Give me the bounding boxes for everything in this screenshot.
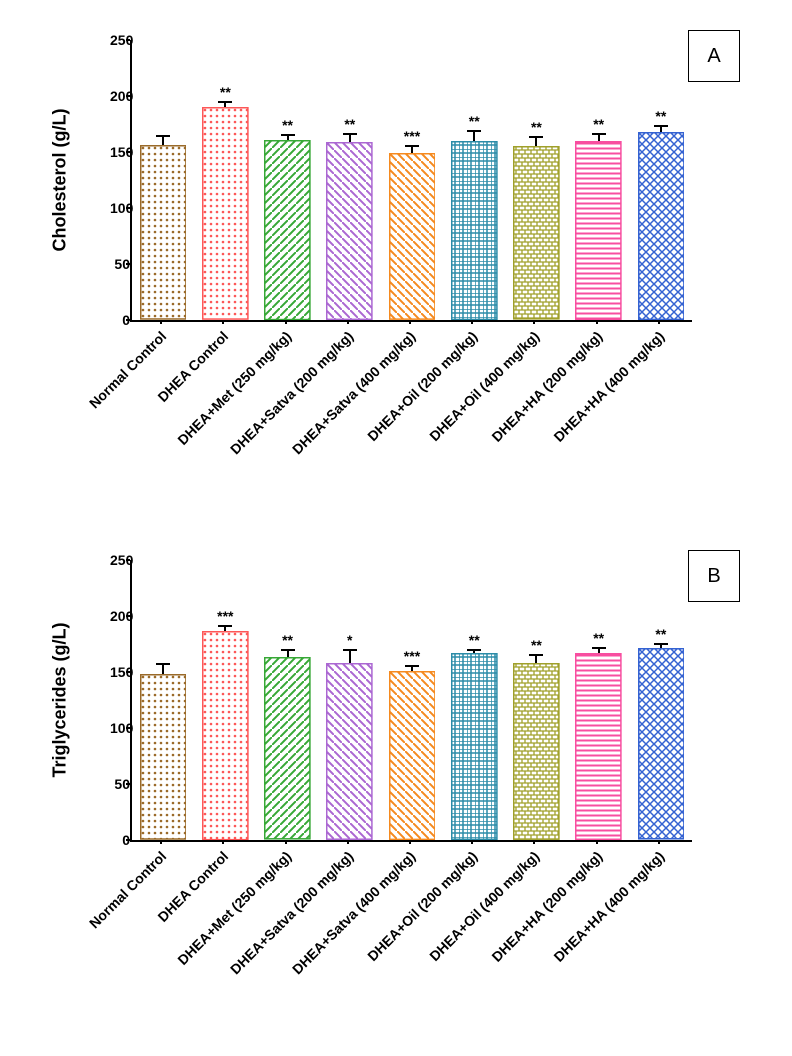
x-axis-label: DHEA+Oil (400 mg/kg) xyxy=(531,848,542,859)
significance-marker: ** xyxy=(282,632,293,648)
plot-area-b: ***************** xyxy=(130,560,692,842)
x-axis-label: DHEA+Oil (200 mg/kg) xyxy=(469,848,480,859)
x-axis-label: DHEA+Satva (200 mg/kg) xyxy=(345,848,356,859)
x-axis-label: DHEA+Satva (400 mg/kg) xyxy=(407,848,418,859)
bar xyxy=(638,132,685,320)
bar xyxy=(389,671,436,840)
y-axis-label-a: Cholesterol (g/L) xyxy=(50,109,71,252)
bar xyxy=(513,146,560,320)
bar xyxy=(451,653,498,840)
significance-marker: *** xyxy=(404,648,420,664)
plot-area-a: ***************** xyxy=(130,40,692,322)
significance-marker: * xyxy=(347,632,352,648)
x-axis-label: DHEA+Oil (200 mg/kg) xyxy=(469,328,480,339)
x-axis-label: DHEA Control xyxy=(220,848,231,859)
x-axis-label: DHEA+HA (400 mg/kg) xyxy=(656,848,667,859)
significance-marker: ** xyxy=(593,630,604,646)
x-axis-label: DHEA Control xyxy=(220,328,231,339)
significance-marker: ** xyxy=(469,632,480,648)
bar xyxy=(638,648,685,840)
bar xyxy=(451,141,498,320)
significance-marker: ** xyxy=(655,626,666,642)
panel-label-b-text: B xyxy=(707,565,720,588)
panel-label-a: A xyxy=(688,30,740,82)
x-axis-label: Normal Control xyxy=(158,848,169,859)
x-axis-label: DHEA+Oil (400 mg/kg) xyxy=(531,328,542,339)
significance-marker: ** xyxy=(655,108,666,124)
bar xyxy=(202,107,249,320)
significance-marker: *** xyxy=(217,608,233,624)
bar xyxy=(140,674,187,840)
bars-a: ***************** xyxy=(132,40,692,320)
x-labels-a: Normal Control DHEA Control DHEA+Met (250 … xyxy=(130,322,690,502)
x-axis-label: DHEA+Satva (400 mg/kg) xyxy=(407,328,418,339)
x-axis-label: DHEA+HA (200 mg/kg) xyxy=(594,848,605,859)
significance-marker: ** xyxy=(531,637,542,653)
bars-b: ***************** xyxy=(132,560,692,840)
significance-marker: *** xyxy=(404,128,420,144)
significance-marker: ** xyxy=(469,113,480,129)
chart-panel-b: B Triglycerides (g/L) ***************** … xyxy=(70,540,730,1020)
x-axis-label: DHEA+Met (250 mg/kg) xyxy=(283,848,294,859)
significance-marker: ** xyxy=(220,84,231,100)
bar xyxy=(575,141,622,320)
significance-marker: ** xyxy=(282,117,293,133)
x-axis-label: Normal Control xyxy=(158,328,169,339)
bar xyxy=(326,663,373,840)
significance-marker: ** xyxy=(531,119,542,135)
panel-label-a-text: A xyxy=(707,45,720,68)
bar xyxy=(575,653,622,840)
bar xyxy=(264,140,311,320)
bar xyxy=(202,631,249,840)
bar xyxy=(264,657,311,840)
figure-container: A Cholesterol (g/L) ***************** No… xyxy=(0,0,792,1056)
x-axis-label: DHEA+Satva (200 mg/kg) xyxy=(345,328,356,339)
panel-label-b: B xyxy=(688,550,740,602)
chart-panel-a: A Cholesterol (g/L) ***************** No… xyxy=(70,20,730,500)
x-axis-label: DHEA+HA (200 mg/kg) xyxy=(594,328,605,339)
bar xyxy=(513,663,560,840)
significance-marker: ** xyxy=(593,116,604,132)
bar xyxy=(140,145,187,320)
bar xyxy=(389,153,436,320)
x-labels-b: Normal Control DHEA Control DHEA+Met (250 … xyxy=(130,842,690,1022)
x-axis-label: DHEA+Met (250 mg/kg) xyxy=(283,328,294,339)
y-axis-label-b: Triglycerides (g/L) xyxy=(50,622,71,777)
significance-marker: ** xyxy=(344,116,355,132)
x-axis-label: DHEA+HA (400 mg/kg) xyxy=(656,328,667,339)
bar xyxy=(326,142,373,320)
